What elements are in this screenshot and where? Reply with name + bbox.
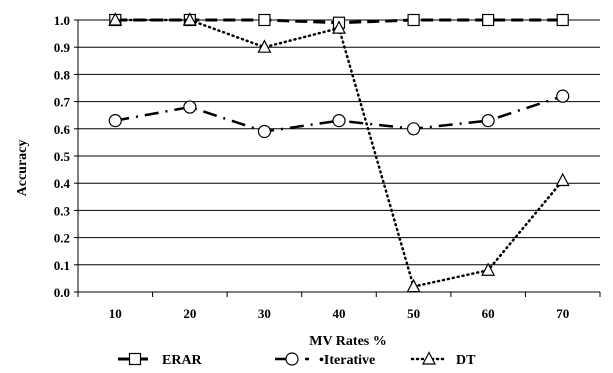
point-dt [108, 12, 123, 26]
y-tick-label: 0.3 [54, 203, 71, 218]
y-tick-label: 0.6 [54, 122, 71, 137]
y-tick-label: 0.4 [54, 176, 71, 191]
x-tick-label: 20 [183, 306, 196, 321]
y-tick-label: 0.2 [54, 231, 70, 246]
y-tick-label: 0.5 [54, 149, 71, 164]
point-iterative [108, 114, 122, 128]
legend-label-dt: DT [456, 353, 476, 368]
x-tick-label: 10 [109, 306, 122, 321]
x-axis-label: MV Rates % [309, 334, 387, 349]
y-tick-label: 0.1 [54, 258, 70, 273]
legend-label-iterative: •Iterative [319, 353, 375, 368]
point-iterative [183, 100, 197, 114]
data-series [108, 12, 570, 293]
x-tick-label: 70 [556, 306, 569, 321]
series-line-dt [114, 18, 564, 289]
point-dt [182, 12, 197, 26]
y-tick-label: 0.8 [54, 67, 71, 82]
point-dt [555, 172, 570, 187]
legend-marker-erar [128, 352, 142, 366]
point-dt [481, 262, 496, 276]
x-tick-label: 60 [482, 306, 495, 321]
y-tick-label: 0.7 [54, 95, 71, 110]
y-axis-label: Accuracy [15, 140, 30, 197]
y-tick-label: 0.9 [54, 40, 71, 55]
legend-marker-dt [422, 351, 436, 365]
y-tick-label: 1.0 [54, 13, 70, 28]
point-erar [482, 13, 495, 27]
point-dt [332, 20, 346, 34]
legend-label-erar: ERAR [162, 353, 203, 368]
legend-marker-iterative [285, 352, 299, 366]
x-tick-label: 30 [258, 306, 271, 321]
legend: ERAR •Iterative DT [118, 351, 476, 368]
point-iterative [257, 124, 272, 139]
point-erar [556, 13, 569, 27]
point-dt [257, 39, 272, 53]
grid-lines [74, 19, 601, 297]
y-tick-label: 0.0 [54, 285, 70, 300]
x-tick-label: 50 [407, 306, 420, 321]
point-erar [407, 13, 420, 27]
point-iterative [556, 89, 570, 103]
point-iterative [481, 114, 495, 128]
point-iterative [406, 122, 421, 136]
x-tick-label: 40 [333, 306, 346, 321]
point-erar [258, 13, 271, 27]
axis-ticks: 0.0 0.1 0.2 0.3 0.4 0.5 0.6 0.7 0.8 0.9 1.0 10 20 30 4… [54, 13, 569, 321]
point-dt [406, 278, 421, 293]
point-iterative [332, 114, 346, 128]
